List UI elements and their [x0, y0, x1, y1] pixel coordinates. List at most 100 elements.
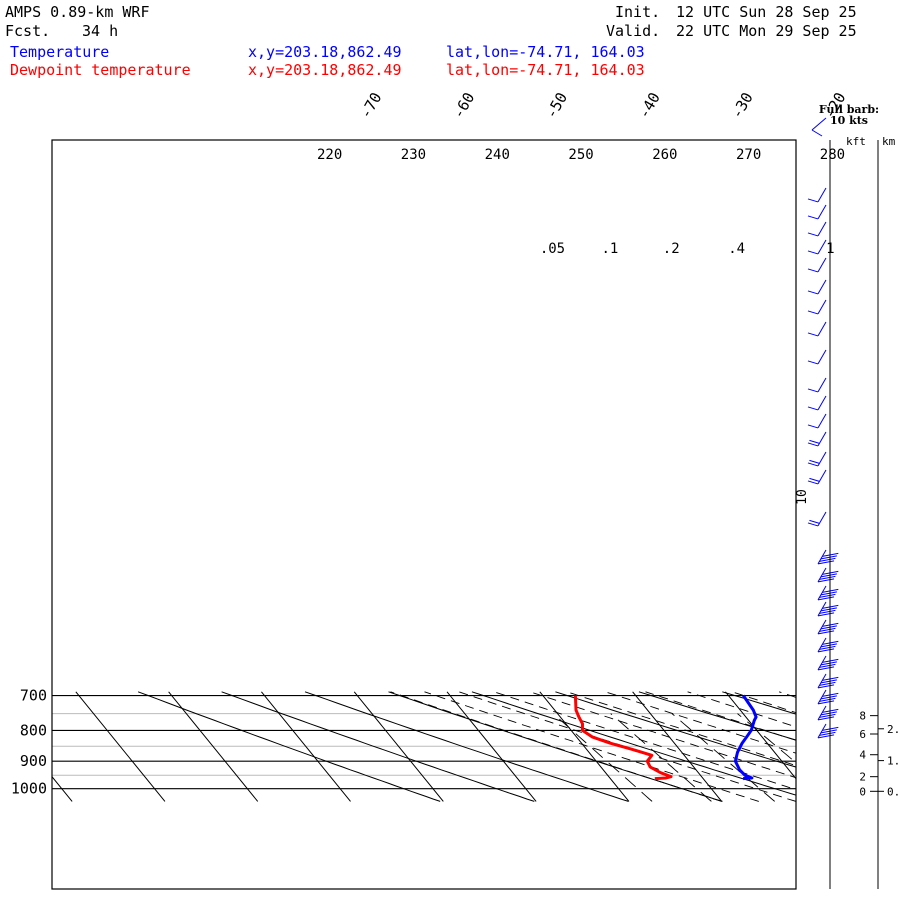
wind-barb [807, 279, 827, 295]
legend-dewpoint-xy: x,y=203.18,862.49 [248, 61, 402, 79]
wind-barb-flag [817, 596, 835, 601]
theta-label: 220 [317, 147, 342, 163]
wind-barb-flag [817, 666, 835, 671]
moist-adiabat [778, 691, 796, 698]
theta-label: 250 [568, 147, 593, 163]
isotherm [168, 691, 259, 802]
isotherm [75, 691, 166, 802]
mixing-ratio-line [737, 713, 796, 764]
wind-barb-flag [817, 630, 835, 635]
kft-tick-label: 0 [859, 785, 866, 798]
wind-barb-flag [809, 477, 820, 482]
wind-barb-flag [820, 625, 837, 630]
barb-sample [811, 129, 823, 137]
wind-barb-flag [807, 310, 819, 315]
wind-barb-flag [807, 250, 819, 255]
wind-barb [807, 221, 827, 237]
wind-barb-staff [817, 601, 827, 617]
wind-barb-flag [807, 442, 819, 447]
wind-barb-flag [817, 578, 835, 583]
temperature-profile [733, 694, 758, 781]
wind-barb [817, 723, 839, 739]
isotherm [52, 775, 73, 802]
legend-temperature-name: Temperature [10, 43, 110, 61]
wind-barb-flag [807, 198, 819, 203]
wind-barb-flag [819, 731, 836, 736]
wind-barb-flag [819, 575, 836, 580]
wind-barb-staff [817, 349, 827, 365]
valid-time: 22 UTC Mon 29 Sep 25 [676, 22, 857, 40]
wind-barb [807, 239, 827, 255]
wind-barb [807, 187, 827, 203]
wind-barb [807, 299, 827, 315]
moist-adiabat [566, 691, 796, 767]
dry-adiabat [638, 691, 796, 741]
barb-sample [811, 117, 827, 131]
wind-barb-flag [807, 480, 819, 485]
wind-barb-flag [807, 232, 819, 237]
mixing-ratio-label: .4 [728, 241, 745, 257]
isotherm [261, 691, 351, 802]
kft-tick-label: 8 [859, 710, 866, 723]
moist-adiabat [390, 691, 722, 802]
wind-barb-flag [820, 679, 837, 684]
legend-dewpoint-latlon: lat,lon=-74.71, 164.03 [446, 61, 645, 79]
wind-barb-flag [807, 522, 819, 527]
wind-barb-staff [817, 637, 827, 653]
isotherm [446, 691, 537, 802]
forecast-hours: 34 h [82, 22, 119, 40]
legend-dewpoint-name: Dewpoint temperature [10, 61, 191, 79]
wind-barb-flag [807, 424, 819, 429]
wind-barb-flag [820, 661, 837, 666]
wind-barb-flag [807, 406, 819, 411]
km-tick-label: 2. [887, 723, 900, 736]
dewpoint-profile [573, 695, 673, 781]
isotherm [539, 691, 630, 802]
wind-barb [807, 413, 827, 429]
wind-barb [807, 511, 827, 527]
km-tick-label: 1. [887, 755, 900, 768]
pressure-label-800: 800 [20, 721, 47, 739]
wind-barb-staff [817, 299, 827, 315]
valid-label: Valid. [606, 22, 661, 40]
wind-barb-staff [817, 723, 827, 739]
dry-adiabat [137, 691, 441, 802]
mixing-ratio-label: .05 [540, 241, 565, 257]
barb-note-line1: Full barb: [818, 103, 880, 116]
init-label: Init. [615, 3, 661, 21]
wind-barb-staff [817, 705, 827, 721]
wind-barb-flag [819, 697, 836, 702]
wind-barb [817, 585, 839, 601]
wind-barb-flag [819, 713, 836, 718]
wind-barb-flag [807, 360, 819, 365]
dry-adiabat [555, 691, 796, 768]
chart-marks: 7008009001000-70-60-50-40-30-20-10022023… [11, 89, 900, 890]
wind-barb-flag [820, 695, 837, 700]
wind-barb-flag [807, 268, 819, 273]
wind-barb-flag [809, 459, 820, 464]
km-tick-label: 0. [887, 785, 900, 798]
wind-barb-flag [817, 700, 835, 705]
wind-barb-flag [819, 557, 836, 562]
moist-adiabat [424, 691, 759, 802]
wind-barb [817, 705, 839, 721]
wind-barb-staff [817, 549, 827, 565]
wind-barb [817, 601, 839, 617]
wind-barb-staff [817, 619, 827, 635]
wind-barb-staff [817, 279, 827, 295]
barb-note-line2: 10 kts [829, 114, 869, 127]
wind-barb-staff [817, 204, 827, 220]
wind-barb-staff [817, 395, 827, 411]
wind-barb [807, 377, 827, 393]
dry-adiabat [722, 691, 796, 715]
wind-barb-flag [820, 729, 837, 734]
pressure-label-1000: 1000 [11, 780, 47, 798]
wind-barb-flag [807, 290, 819, 295]
wind-barb-flag [817, 716, 835, 721]
mixing-ratio-label: .1 [602, 241, 619, 257]
temperature-label: -60 [449, 89, 478, 121]
moist-adiabat [493, 691, 796, 791]
wind-barb-flag [820, 607, 837, 612]
wind-barb-flag [807, 388, 819, 393]
wind-barb-flag [817, 648, 835, 653]
